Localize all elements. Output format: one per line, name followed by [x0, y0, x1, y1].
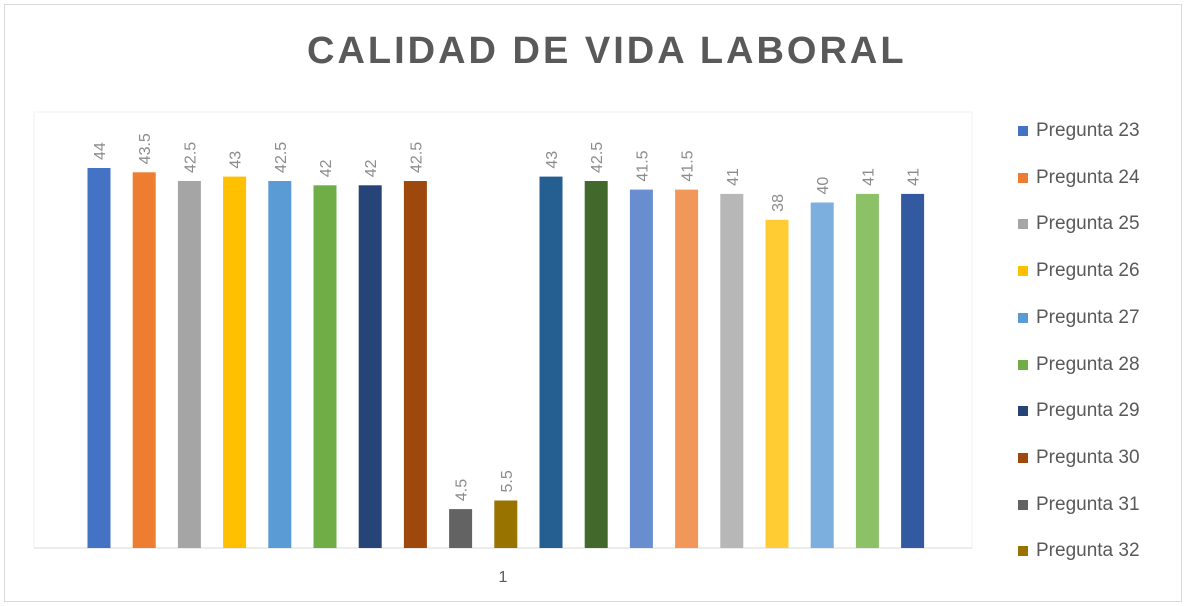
bar-12	[584, 181, 608, 548]
bar-6	[313, 185, 337, 549]
data-label-12: 42.5	[589, 142, 606, 173]
data-label-15: 41	[725, 168, 742, 186]
legend-label: Pregunta 29	[1036, 400, 1140, 422]
legend-item-5: Pregunta 27	[1018, 307, 1140, 329]
bar-9	[449, 509, 473, 548]
chart-title: CALIDAD DE VIDA LABORAL	[307, 30, 907, 72]
bar-1	[87, 168, 111, 548]
legend-swatch	[1018, 312, 1028, 323]
legend-item-3: Pregunta 25	[1018, 213, 1140, 235]
bar-18	[855, 193, 879, 548]
legend-swatch	[1018, 499, 1028, 510]
bar-17	[810, 202, 834, 548]
data-label-2: 43.5	[137, 133, 154, 164]
bar-7	[358, 185, 382, 549]
legend-item-1: Pregunta 23	[1018, 120, 1140, 142]
data-label-11: 43	[544, 151, 561, 169]
bar-16	[765, 219, 789, 549]
bar-13	[629, 189, 653, 548]
bar-14	[675, 189, 699, 548]
bar-10	[494, 500, 518, 548]
legend-swatch	[1018, 126, 1028, 136]
legend-label: Pregunta 28	[1036, 353, 1140, 375]
legend-label: Pregunta 24	[1036, 166, 1140, 188]
data-label-10: 5.5	[499, 470, 516, 492]
bar-5	[268, 181, 292, 548]
legend-swatch	[1018, 172, 1028, 183]
data-label-8: 42.5	[408, 142, 425, 173]
legend-swatch	[1018, 266, 1028, 277]
data-label-16: 38	[770, 194, 787, 212]
bar-11	[539, 176, 563, 548]
legend-label: Pregunta 32	[1036, 540, 1140, 562]
legend-label: Pregunta 23	[1036, 120, 1140, 141]
data-label-9: 4.5	[454, 479, 471, 501]
legend-label: Pregunta 30	[1036, 446, 1140, 468]
data-label-3: 42.5	[182, 142, 199, 173]
data-label-6: 42	[318, 159, 335, 177]
legend-item-7: Pregunta 29	[1018, 400, 1140, 422]
bar-2	[132, 172, 156, 549]
legend-swatch	[1018, 406, 1028, 417]
bar-3	[177, 181, 201, 548]
bar-8	[403, 181, 427, 548]
data-label-18: 41	[860, 168, 877, 186]
legend-label: Pregunta 31	[1036, 493, 1140, 515]
data-label-1: 44	[92, 142, 109, 160]
legend-item-10: Pregunta 32	[1018, 540, 1140, 562]
legend-swatch	[1018, 452, 1028, 463]
legend-item-9: Pregunta 31	[1018, 494, 1140, 516]
data-label-7: 42	[363, 159, 380, 177]
legend-label: Pregunta 25	[1036, 213, 1140, 235]
legend-swatch	[1018, 359, 1028, 370]
data-label-17: 40	[815, 177, 832, 195]
legend-label: Pregunta 26	[1036, 260, 1140, 282]
data-label-4: 43	[228, 151, 245, 169]
data-label-14: 41.5	[680, 150, 697, 181]
data-label-19: 41	[906, 168, 923, 186]
legend-item-6: Pregunta 28	[1018, 354, 1140, 376]
legend-swatch	[1018, 546, 1028, 557]
bar-4	[223, 176, 247, 548]
x-tick-label: 1	[499, 569, 508, 586]
legend-swatch	[1018, 219, 1028, 230]
bar-19	[901, 193, 925, 548]
legend-item-2: Pregunta 24	[1018, 167, 1140, 189]
legend-label: Pregunta 27	[1036, 306, 1140, 328]
legend-item-4: Pregunta 26	[1018, 260, 1140, 282]
legend-item-8: Pregunta 30	[1018, 447, 1140, 469]
data-label-5: 42.5	[273, 142, 290, 173]
bar-15	[720, 193, 744, 548]
data-label-13: 41.5	[634, 150, 651, 181]
